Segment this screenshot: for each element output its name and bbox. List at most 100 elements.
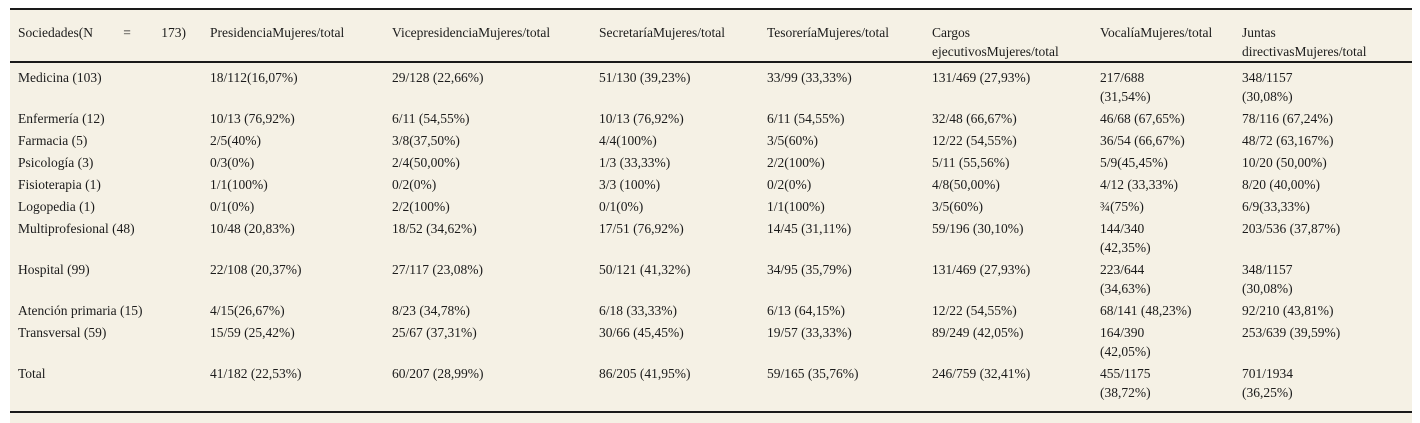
value-cell: 0/1(0%) [210,196,392,218]
value-cell: 68/141 (48,23%) [1100,300,1242,322]
value-cell: 223/644 (34,63%) [1100,259,1242,300]
column-header: Sociedades(N = 173) [10,9,210,63]
society-cell: Transversal (59) [18,325,107,340]
value-cell: 30/66 (45,45%) [599,322,767,363]
table-row: Enfermería (12) 10/13 (76,92%) 6/11 (54,55… [10,108,1412,130]
society-cell: Multiprofesional (48) [18,221,135,236]
value-line: 89/249 (42,05%) [932,325,1024,340]
value-line: 223/644 [1100,262,1145,277]
value-line: 78/116 (67,24%) [1242,111,1333,126]
value-cell: 5/9(45,45%) [1100,152,1242,174]
column-header-label: Sociedades(N = 173) [18,25,186,40]
value-line: 30/66 (45,45%) [599,325,684,340]
society-cell: Psicología (3) [18,155,94,170]
value-cell: 10/13 (76,92%) [599,108,767,130]
value-line: 164/390 [1100,325,1145,340]
value-line: 701/1934 [1242,366,1294,381]
value-cell: 41/182 (22,53%) [210,363,392,412]
value-cell: 246/759 (32,41%) [932,363,1100,412]
value-line: 246/759 (32,41%) [932,366,1031,381]
value-line: 60/207 (28,99%) [392,366,484,381]
value-cell: 348/1157 (30,08%) [1242,259,1412,300]
value-cell: 4/15(26,67%) [210,300,392,322]
value-line: 3/5(60%) [932,199,983,214]
value-cell: 0/1(0%) [599,196,767,218]
value-line: 0/1(0%) [210,199,255,214]
value-cell: 3/8(37,50%) [392,130,599,152]
value-cell: 3/3 (100%) [599,174,767,196]
value-line: 8/20 (40,00%) [1242,177,1320,192]
column-header-label: directivasMujeres/total [1242,44,1367,59]
column-header: Juntas directivasMujeres/total [1242,9,1412,63]
value-line: 6/11 (54,55%) [767,111,845,126]
value-line: 144/340 [1100,221,1145,236]
value-cell: 4/12 (33,33%) [1100,174,1242,196]
value-line: 3/5(60%) [767,133,818,148]
value-cell: 46/68 (67,65%) [1100,108,1242,130]
value-cell: 2/5(40%) [210,130,392,152]
value-cell: ¾(75%) [1100,196,1242,218]
value-line: 1/1(100%) [210,177,268,192]
value-line: 253/639 (39,59%) [1242,325,1341,340]
value-line: 46/68 (67,65%) [1100,111,1185,126]
society-cell: Farmacia (5) [18,133,88,148]
value-cell: 10/48 (20,83%) [210,218,392,259]
value-line: (42,05%) [1100,344,1151,359]
table-row: Medicina (103) 18/112(16,07%) 29/128 (22,6… [10,62,1412,108]
column-header: VicepresidenciaMujeres/total [392,9,599,63]
column-header-label: Juntas [1242,25,1276,40]
table-row: Transversal (59) 15/59 (25,42%) 25/67 (37,… [10,322,1412,363]
value-line: 2/2(100%) [392,199,450,214]
table-row: Atención primaria (15) 4/15(26,67%) 8/23 (… [10,300,1412,322]
value-line: 4/15(26,67%) [210,303,285,318]
value-cell: 348/1157 (30,08%) [1242,62,1412,108]
value-cell: 34/95 (35,79%) [767,259,932,300]
value-cell: 131/469 (27,93%) [932,259,1100,300]
value-line: 217/688 [1100,70,1145,85]
table-body: Medicina (103) 18/112(16,07%) 29/128 (22,6… [10,62,1412,412]
value-cell: 4/4(100%) [599,130,767,152]
value-cell: 701/1934 (36,25%) [1242,363,1412,412]
value-cell: 86/205 (41,95%) [599,363,767,412]
table-row: Multiprofesional (48) 10/48 (20,83%) 18/52… [10,218,1412,259]
column-header-label: SecretaríaMujeres/total [599,25,725,40]
column-header: PresidenciaMujeres/total [210,9,392,63]
value-line: 0/1(0%) [599,199,644,214]
value-cell: 203/536 (37,87%) [1242,218,1412,259]
value-cell: 48/72 (63,167%) [1242,130,1412,152]
value-line: 92/210 (43,81%) [1242,303,1334,318]
value-line: 59/196 (30,10%) [932,221,1024,236]
value-cell: 36/54 (66,67%) [1100,130,1242,152]
value-line: 15/59 (25,42%) [210,325,295,340]
value-cell: 89/249 (42,05%) [932,322,1100,363]
value-line: 131/469 (27,93%) [932,262,1031,277]
value-line: 6/9(33,33%) [1242,199,1310,214]
value-line: (42,35%) [1100,240,1151,255]
column-header-label: ejecutivosMujeres/total [932,44,1059,59]
value-line: 34/95 (35,79%) [767,262,852,277]
value-cell: 1/1(100%) [210,174,392,196]
value-line: 348/1157 [1242,262,1293,277]
society-cell: Hospital (99) [18,262,90,277]
column-header-label: PresidenciaMujeres/total [210,25,345,40]
value-cell: 59/196 (30,10%) [932,218,1100,259]
column-header: TesoreríaMujeres/total [767,9,932,63]
table-row: Fisioterapia (1) 1/1(100%) 0/2(0%) 3/3 (100… [10,174,1412,196]
value-line: 2/4(50,00%) [392,155,460,170]
value-line: (30,08%) [1242,281,1293,296]
value-line: 12/22 (54,55%) [932,303,1017,318]
value-cell: 10/20 (50,00%) [1242,152,1412,174]
value-cell: 6/11 (54,55%) [767,108,932,130]
value-line: 6/11 (54,55%) [392,111,470,126]
table-sheet: Sociedades(N = 173) PresidenciaMujeres/to… [10,8,1412,423]
value-cell: 2/4(50,00%) [392,152,599,174]
value-line: 4/12 (33,33%) [1100,177,1178,192]
value-cell: 92/210 (43,81%) [1242,300,1412,322]
value-line: 5/9(45,45%) [1100,155,1168,170]
value-line: 6/18 (33,33%) [599,303,677,318]
value-line: 41/182 (22,53%) [210,366,302,381]
value-line: 10/13 (76,92%) [210,111,295,126]
value-line: 32/48 (66,67%) [932,111,1017,126]
value-cell: 4/8(50,00%) [932,174,1100,196]
value-cell: 1/3 (33,33%) [599,152,767,174]
